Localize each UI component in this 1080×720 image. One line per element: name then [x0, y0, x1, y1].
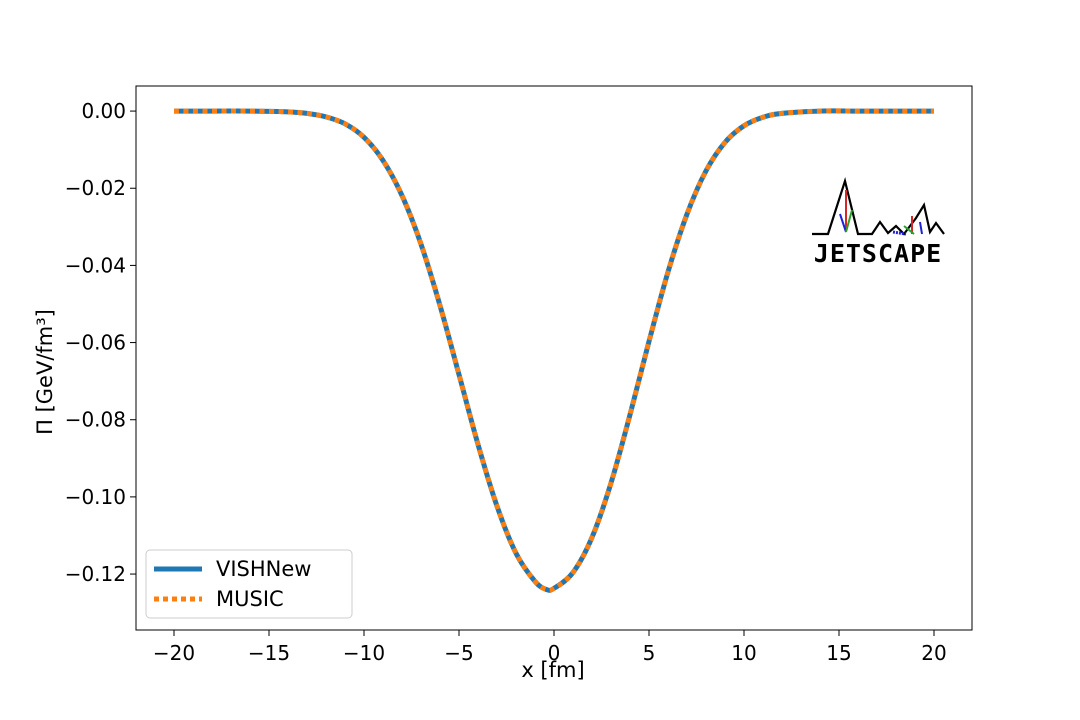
- x-axis-label: x [fm]: [521, 658, 584, 682]
- x-tick-label: 10: [731, 641, 756, 665]
- x-tick-label: 5: [643, 641, 656, 665]
- logo-text: JETSCAPE: [814, 239, 942, 268]
- x-tick-label: 20: [921, 641, 946, 665]
- jetscape-logo: JETSCAPE: [812, 176, 945, 268]
- y-tick-label: −0.04: [65, 253, 126, 277]
- y-tick-label: −0.08: [65, 408, 126, 432]
- y-tick-label: −0.06: [65, 331, 126, 355]
- x-axis: −20 −15 −10 −5 0 5 10 15 20: [153, 630, 947, 665]
- y-tick-label: 0.00: [81, 99, 126, 123]
- y-tick-label: −0.10: [65, 485, 126, 509]
- x-tick-label: −5: [444, 641, 473, 665]
- x-tick-label: 0: [548, 641, 561, 665]
- y-axis-label: Π [GeV/fm³]: [33, 309, 57, 435]
- legend-label-music: MUSIC: [216, 587, 284, 611]
- y-tick-label: −0.12: [65, 562, 126, 586]
- x-tick-label: 15: [826, 641, 851, 665]
- legend: VISHNew MUSIC: [145, 549, 353, 619]
- x-tick-label: −10: [343, 641, 385, 665]
- x-tick-label: −15: [248, 641, 290, 665]
- series-line-music: [174, 108, 934, 593]
- y-tick-label: −0.02: [65, 176, 126, 200]
- plot-area: [135, 85, 973, 631]
- series-layer: [174, 108, 934, 593]
- x-tick-label: −20: [153, 641, 195, 665]
- y-axis: 0.00 −0.02 −0.04 −0.06 −0.08 −0.10 −0.12: [65, 99, 136, 586]
- legend-label-vishnew: VISHNew: [216, 557, 311, 581]
